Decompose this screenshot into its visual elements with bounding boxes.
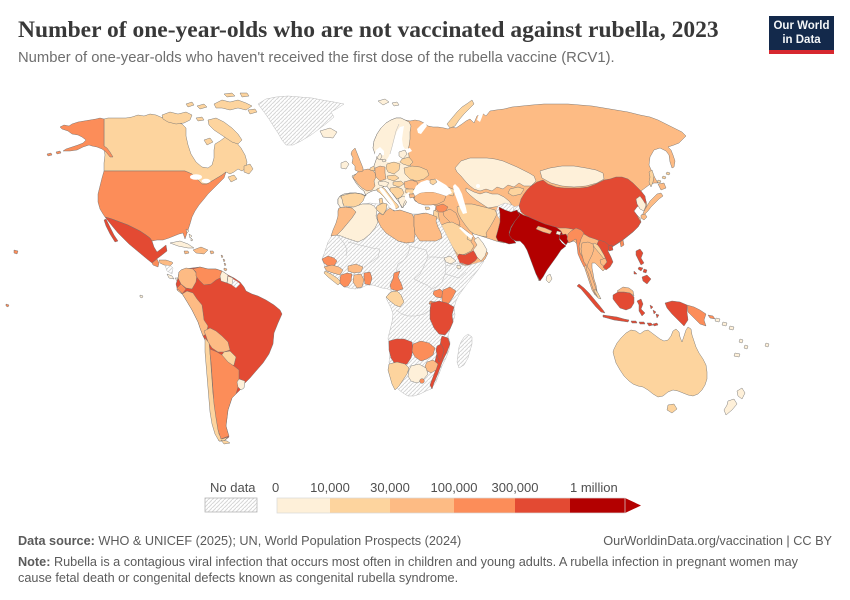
svg-text:10,000: 10,000 — [310, 480, 350, 495]
svg-text:No data: No data — [210, 480, 256, 495]
svg-text:100,000: 100,000 — [431, 480, 478, 495]
svg-text:300,000: 300,000 — [492, 480, 539, 495]
svg-text:30,000: 30,000 — [370, 480, 410, 495]
svg-text:0: 0 — [272, 480, 279, 495]
svg-text:1 million: 1 million — [570, 480, 618, 495]
